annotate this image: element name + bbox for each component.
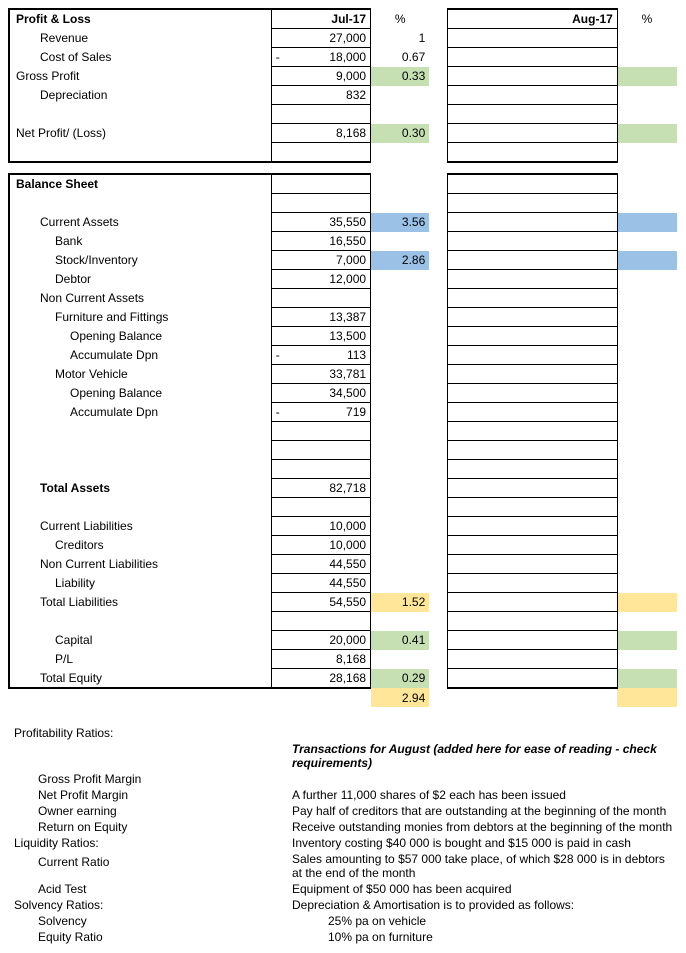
balance-sheet-section: Balance Sheet Current Assets 35,550 3.56…	[8, 173, 678, 707]
gp-pct: 0.33	[371, 67, 430, 86]
mv-label: Motor Vehicle	[9, 365, 271, 384]
cred-label: Creditors	[9, 536, 271, 555]
gpm-label: Gross Profit Margin	[8, 771, 288, 787]
sum-pct: 2.94	[371, 688, 430, 707]
te-label: Total Equity	[9, 669, 271, 689]
cos-pct: 0.67	[371, 48, 430, 67]
ratios-section: Profitability Ratios: Transactions for A…	[8, 725, 678, 945]
debtor-val: 12,000	[271, 270, 370, 289]
ff-ob-label: Opening Balance	[9, 327, 271, 346]
trans-l5: Sales amounting to $57 000 take place, o…	[288, 851, 678, 881]
bank-label: Bank	[9, 232, 271, 251]
stock-label: Stock/Inventory	[9, 251, 271, 270]
header-aug: Aug-17	[448, 9, 618, 29]
prof-title: Profitability Ratios:	[8, 725, 288, 741]
revenue-label: Revenue	[9, 29, 271, 48]
ff-label: Furniture and Fittings	[9, 308, 271, 327]
ff-val: 13,387	[271, 308, 370, 327]
trans-l6: Equipment of $50 000 has been acquired	[288, 881, 678, 897]
cap-label: Capital	[9, 631, 271, 650]
gp-val: 9,000	[271, 67, 370, 86]
bank-val: 16,550	[271, 232, 370, 251]
cl-label: Current Liabilities	[9, 517, 271, 536]
header-jul: Jul-17	[271, 9, 370, 29]
aug-cell	[448, 29, 618, 48]
roe-label: Return on Equity	[8, 819, 288, 835]
ncl-val: 44,550	[271, 555, 370, 574]
ca-pct: 3.56	[371, 213, 430, 232]
ca-val: 35,550	[271, 213, 370, 232]
bs-title: Balance Sheet	[9, 174, 271, 194]
debtor-label: Debtor	[9, 270, 271, 289]
trans-l3: Receive outstanding monies from debtors …	[288, 819, 678, 835]
trans-l7: Depreciation & Amortisation is to provid…	[288, 897, 678, 913]
tl-val: 54,550	[271, 593, 370, 612]
ff-ob-val: 13,500	[271, 327, 370, 346]
dep-val: 832	[271, 86, 370, 105]
gp-label: Gross Profit	[9, 67, 271, 86]
trans-l4: Inventory costing $40 000 is bought and …	[288, 835, 678, 851]
ta-label: Total Assets	[9, 479, 271, 498]
ncl-label: Non Current Liabilities	[9, 555, 271, 574]
mv-ad-val: -719	[271, 403, 370, 422]
cos-val: -18,000	[271, 48, 370, 67]
stock-pct: 2.86	[371, 251, 430, 270]
at-label: Acid Test	[8, 881, 288, 897]
tl-label: Total Liabilities	[9, 593, 271, 612]
pnl-table: Profit & Loss Jul-17 % Aug-17 % Revenue …	[8, 8, 678, 163]
cap-val: 20,000	[271, 631, 370, 650]
mv-ob-val: 34,500	[271, 384, 370, 403]
trans-l2: Pay half of creditors that are outstandi…	[288, 803, 678, 819]
liq-title: Liquidity Ratios:	[8, 835, 288, 851]
trans-l9: 10% pa on furniture	[288, 929, 678, 945]
stock-val: 7,000	[271, 251, 370, 270]
te-val: 28,168	[271, 669, 370, 689]
nca-label: Non Current Assets	[9, 289, 271, 308]
cos-label: Cost of Sales	[9, 48, 271, 67]
cred-val: 10,000	[271, 536, 370, 555]
cr-label: Current Ratio	[8, 854, 288, 881]
ff-ad-label: Accumulate Dpn	[9, 346, 271, 365]
mv-ob-label: Opening Balance	[9, 384, 271, 403]
er-label: Equity Ratio	[8, 929, 288, 945]
cap-pct: 0.41	[371, 631, 430, 650]
np-pct: 0.30	[371, 124, 430, 143]
trans-l1: A further 11,000 shares of $2 each has b…	[288, 787, 678, 803]
liab-label: Liability	[9, 574, 271, 593]
npm-label: Net Profit Margin	[8, 787, 288, 803]
trans-title: Transactions for August (added here for …	[288, 741, 678, 771]
np-label: Net Profit/ (Loss)	[9, 124, 271, 143]
ff-ad-val: -113	[271, 346, 370, 365]
bs-table: Balance Sheet Current Assets 35,550 3.56…	[8, 173, 678, 707]
oe-label: Owner earning	[8, 803, 288, 819]
revenue-val: 27,000	[271, 29, 370, 48]
trans-l8: 25% pa on vehicle	[288, 913, 678, 929]
tl-pct: 1.52	[371, 593, 430, 612]
cl-val: 10,000	[271, 517, 370, 536]
dep-label: Depreciation	[9, 86, 271, 105]
sol-title: Solvency Ratios:	[8, 897, 288, 913]
pl-label: P/L	[9, 650, 271, 669]
header-pct: %	[371, 9, 430, 29]
mv-ad-label: Accumulate Dpn	[9, 403, 271, 422]
ca-label: Current Assets	[9, 213, 271, 232]
pnl-title: Profit & Loss	[9, 9, 271, 29]
revenue-pct: 1	[371, 29, 430, 48]
sol-label: Solvency	[8, 913, 288, 929]
mv-val: 33,781	[271, 365, 370, 384]
header-pct2: %	[617, 9, 677, 29]
te-pct: 0.29	[371, 669, 430, 689]
pl-val: 8,168	[271, 650, 370, 669]
liab-val: 44,550	[271, 574, 370, 593]
np-val: 8,168	[271, 124, 370, 143]
profit-loss-section: Profit & Loss Jul-17 % Aug-17 % Revenue …	[8, 8, 678, 163]
ta-val: 82,718	[271, 479, 370, 498]
